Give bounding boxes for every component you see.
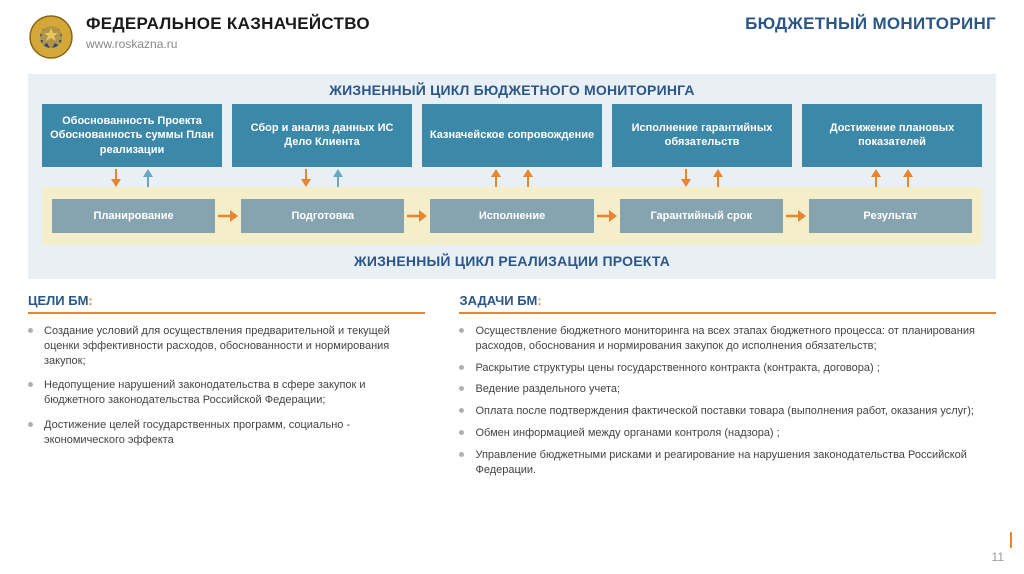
arrow-cell <box>612 169 792 185</box>
tasks-title: ЗАДАЧИ БМ: <box>459 293 996 314</box>
up-arrow-icon <box>333 169 343 185</box>
phase-box: Исполнение <box>430 199 593 233</box>
right-arrow-icon <box>404 210 430 222</box>
up-arrow-icon <box>903 169 913 185</box>
list-item: Раскрытие структуры цены государственног… <box>459 361 996 376</box>
list-item: Управление бюджетными рисками и реагиров… <box>459 448 996 478</box>
up-arrow-icon <box>143 169 153 185</box>
page-number: 11 <box>992 550 1004 564</box>
list-item: Недопущение нарушений законодательства в… <box>28 378 425 408</box>
goals-list: Создание условий для осуществления предв… <box>28 324 425 448</box>
down-arrow-icon <box>111 169 121 185</box>
phase-box: Подготовка <box>241 199 404 233</box>
top-box: Сбор и анализ данных ИС Дело Клиента <box>232 104 412 167</box>
top-box: Достижение плановых показателей <box>802 104 982 167</box>
up-arrow-icon <box>491 169 501 185</box>
phase-box: Гарантийный срок <box>620 199 783 233</box>
list-item: Оплата после подтверждения фактической п… <box>459 404 996 419</box>
org-url: www.roskazna.ru <box>86 37 370 51</box>
text-columns: ЦЕЛИ БМ: Создание условий для осуществле… <box>28 293 996 485</box>
goals-column: ЦЕЛИ БМ: Создание условий для осуществле… <box>28 293 425 485</box>
tasks-list: Осуществление бюджетного мониторинга на … <box>459 324 996 478</box>
list-item: Ведение раздельного учета; <box>459 382 996 397</box>
tasks-column: ЗАДАЧИ БМ: Осуществление бюджетного мони… <box>459 293 996 485</box>
right-arrow-icon <box>215 210 241 222</box>
goals-title: ЦЕЛИ БМ: <box>28 293 425 314</box>
right-arrow-icon <box>594 210 620 222</box>
header-left: ФЕДЕРАЛЬНОЕ КАЗНАЧЕЙСТВО www.roskazna.ru <box>28 14 370 60</box>
header-text: ФЕДЕРАЛЬНОЕ КАЗНАЧЕЙСТВО www.roskazna.ru <box>86 14 370 51</box>
arrow-cell <box>802 169 982 185</box>
top-box: Казначейское сопровождение <box>422 104 602 167</box>
header: ФЕДЕРАЛЬНОЕ КАЗНАЧЕЙСТВО www.roskazna.ru… <box>0 0 1024 70</box>
diagram-top-title: ЖИЗНЕННЫЙ ЦИКЛ БЮДЖЕТНОГО МОНИТОРИНГА <box>28 74 996 104</box>
list-item: Достижение целей государственных програм… <box>28 418 425 448</box>
phase-box: Планирование <box>52 199 215 233</box>
list-item: Обмен информацией между органами контрол… <box>459 426 996 441</box>
phase-band: Планирование Подготовка Исполнение Гарантий… <box>42 187 982 245</box>
diagram-container: ЖИЗНЕННЫЙ ЦИКЛ БЮДЖЕТНОГО МОНИТОРИНГА Об… <box>28 74 996 279</box>
list-item: Создание условий для осуществления предв… <box>28 324 425 369</box>
up-arrow-icon <box>523 169 533 185</box>
arrow-cell <box>422 169 602 185</box>
down-arrow-icon <box>301 169 311 185</box>
phase-row: Планирование Подготовка Исполнение Гарантий… <box>42 199 982 233</box>
emblem-icon <box>28 14 74 60</box>
right-arrow-icon <box>783 210 809 222</box>
up-arrow-icon <box>871 169 881 185</box>
top-box: Обоснованность Проекта Обоснованность су… <box>42 104 222 167</box>
diagram-bottom-title: ЖИЗНЕННЫЙ ЦИКЛ РЕАЛИЗАЦИИ ПРОЕКТА <box>28 245 996 271</box>
phase-box: Результат <box>809 199 972 233</box>
page-topic: БЮДЖЕТНЫЙ МОНИТОРИНГ <box>745 14 996 34</box>
top-boxes-row: Обоснованность Проекта Обоснованность су… <box>28 104 996 167</box>
vertical-arrows-row <box>28 167 996 187</box>
org-title: ФЕДЕРАЛЬНОЕ КАЗНАЧЕЙСТВО <box>86 14 370 34</box>
arrow-cell <box>42 169 222 185</box>
up-arrow-icon <box>713 169 723 185</box>
down-arrow-icon <box>681 169 691 185</box>
top-box: Исполнение гарантийных обязательств <box>612 104 792 167</box>
arrow-cell <box>232 169 412 185</box>
list-item: Осуществление бюджетного мониторинга на … <box>459 324 996 354</box>
